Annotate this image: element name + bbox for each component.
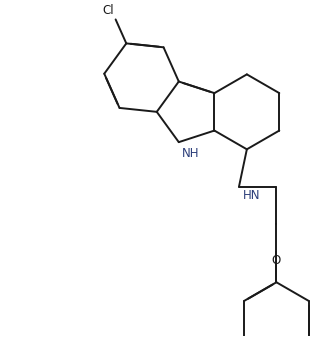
Text: O: O [272,254,281,267]
Text: NH: NH [182,147,199,160]
Text: Cl: Cl [102,4,114,18]
Text: HN: HN [243,189,261,202]
